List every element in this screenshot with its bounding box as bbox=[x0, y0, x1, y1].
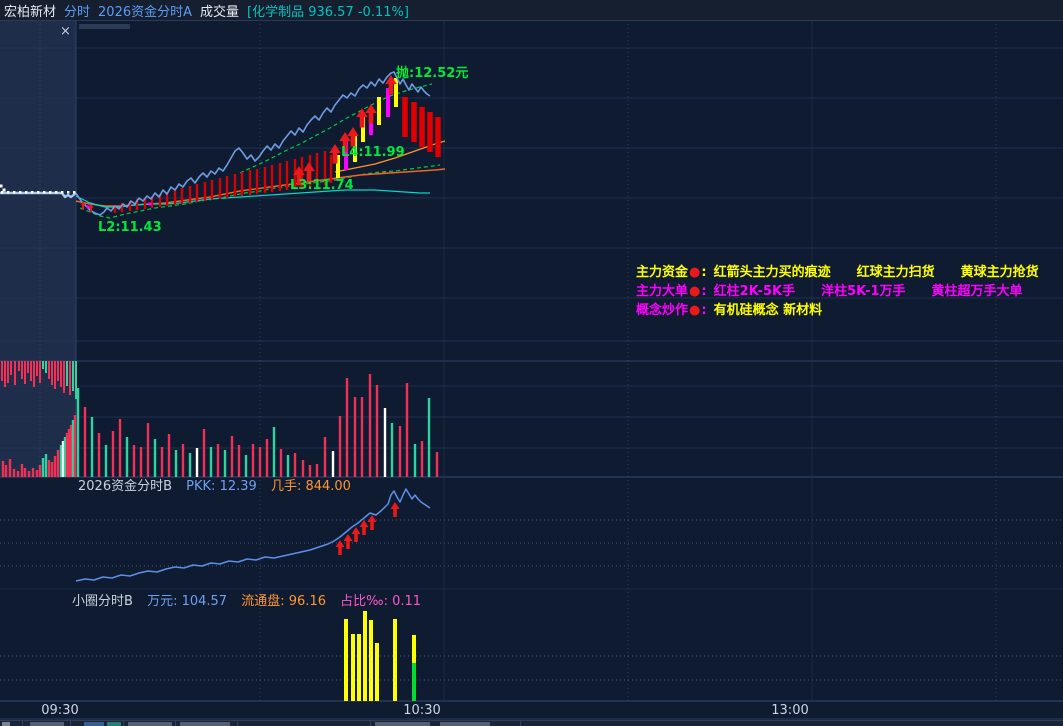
legend-row: 主力资金●: 红箭头主力买的痕迹 红球主力扫货 黄球主力抢货 bbox=[636, 263, 1039, 282]
time-label-1300: 13:00 bbox=[771, 703, 809, 718]
panel3-wanyuan-label: 万元: bbox=[147, 594, 178, 609]
panel3-indicator-title[interactable]: 小圈分时B bbox=[72, 594, 133, 609]
panel3-liutongpan-label: 流通盘: bbox=[241, 594, 285, 609]
legend-colon: : bbox=[701, 265, 707, 280]
legend-colon: : bbox=[701, 303, 707, 318]
toolbar-fragment bbox=[180, 722, 230, 726]
panel2-indicator-title[interactable]: 2026资金分时B bbox=[78, 479, 173, 494]
panel2-jishou-label: 几手: bbox=[270, 479, 302, 494]
toolbar-separator bbox=[123, 721, 124, 726]
bottom-toolbar-clipped[interactable] bbox=[0, 720, 1063, 726]
legend-item: 黄球主力抢货 bbox=[960, 265, 1039, 280]
toolbar-fragment bbox=[30, 722, 64, 726]
legend-item: 红柱2K-5K手 bbox=[713, 284, 796, 299]
time-label-1030: 10:30 bbox=[403, 703, 441, 718]
level2-label: L2:11.43 bbox=[98, 220, 162, 235]
level4-label: L4:11.99 bbox=[341, 145, 405, 160]
topbar: 宏柏新材 分时 2026资金分时A 成交量 [化学制品 936.57 -0.11… bbox=[0, 0, 1063, 21]
legend-block: 主力资金●: 红箭头主力买的痕迹 红球主力扫货 黄球主力抢货 主力大单●: 红柱2K-5K… bbox=[636, 263, 1039, 320]
level3-label: L3:11.74 bbox=[290, 178, 354, 193]
stock-name: 宏柏新材 bbox=[4, 4, 57, 20]
toolbar-separator bbox=[370, 721, 371, 726]
legend-colon: : bbox=[701, 284, 707, 299]
toolbar-fragment bbox=[107, 722, 121, 726]
panel3-label-row: 小圈分时B 万元: 104.57 流通盘: 96.16 占比‰: 0.11 bbox=[72, 590, 421, 609]
toolbar-fragment bbox=[440, 722, 490, 726]
close-icon[interactable]: × bbox=[60, 24, 71, 39]
panel2-pkk-label: PKK: bbox=[186, 479, 216, 494]
toolbar-fragment bbox=[128, 722, 172, 726]
legend-row-label: 主力资金 bbox=[636, 265, 689, 280]
panel3-zhanbi-value: 0.11 bbox=[392, 594, 422, 609]
toolbar-separator bbox=[237, 721, 238, 726]
panel3-liutongpan-value: 96.16 bbox=[288, 594, 326, 609]
period-tab-fenshi[interactable]: 分时 bbox=[64, 4, 91, 20]
legend-item: 红箭头主力买的痕迹 bbox=[713, 265, 831, 280]
legend-item: 黄柱超万手大单 bbox=[931, 284, 1023, 299]
toolbar-fragment bbox=[375, 722, 430, 726]
tab-highlight-sliver bbox=[79, 24, 130, 29]
toolbar-separator bbox=[22, 721, 23, 726]
panel2-pkk-value: 12.39 bbox=[219, 479, 257, 494]
legend-row-label: 概念炒作 bbox=[636, 303, 689, 318]
toolbar-separator bbox=[70, 721, 71, 726]
panel2-label-row: 2026资金分时B PKK: 12.39 几手: 844.00 bbox=[78, 475, 351, 494]
legend-item: 洋柱5K-1万手 bbox=[821, 284, 906, 299]
legend-bullet-icon: ● bbox=[689, 303, 701, 318]
sector-quote[interactable]: [化学制品 936.57 -0.11%] bbox=[247, 4, 409, 20]
panel2-jishou-value: 844.00 bbox=[305, 479, 351, 494]
toolbar-fragment bbox=[2, 722, 10, 726]
toolbar-separator bbox=[175, 721, 176, 726]
volume-indicator-label[interactable]: 成交量 bbox=[200, 4, 240, 20]
toolbar-separator bbox=[520, 721, 521, 726]
sell-signal-label: 抛:12.52元 bbox=[396, 66, 469, 81]
time-label-0930: 09:30 bbox=[41, 703, 79, 718]
toolbar-fragment bbox=[84, 722, 104, 726]
legend-row: 主力大单●: 红柱2K-5K手 洋柱5K-1万手 黄柱超万手大单 bbox=[636, 282, 1039, 301]
indicator-name-main[interactable]: 2026资金分时A bbox=[98, 4, 193, 20]
legend-item: 有机硅概念 新材料 bbox=[713, 303, 823, 318]
legend-bullet-icon: ● bbox=[689, 284, 701, 299]
legend-item: 红球主力扫货 bbox=[856, 265, 935, 280]
panel3-zhanbi-label: 占比‰: bbox=[340, 594, 388, 609]
legend-row: 概念炒作●: 有机硅概念 新材料 bbox=[636, 301, 1039, 320]
panel3-wanyuan-value: 104.57 bbox=[181, 594, 228, 609]
legend-bullet-icon: ● bbox=[689, 265, 701, 280]
legend-row-label: 主力大单 bbox=[636, 284, 689, 299]
